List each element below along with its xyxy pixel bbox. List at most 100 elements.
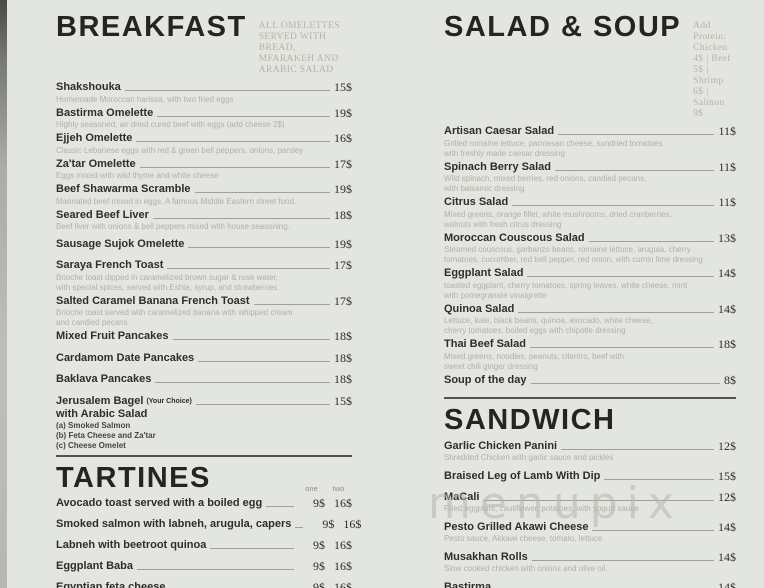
item-name: Thai Beef Salad xyxy=(444,338,526,350)
add-protein-note: Add Protein: Chicken 4$ | Beef 5$ | Shrim… xyxy=(693,21,736,120)
dotted-leader xyxy=(188,246,330,248)
item-description: Mixed greens, orange fillet, white mushr… xyxy=(444,209,672,219)
menu-item: Baklava Pancakes 18$ xyxy=(56,373,352,392)
item-name: Cardamom Date Pancakes xyxy=(56,351,195,364)
menu-item: MaCali 12$ Fried eggplant, cauliflower, po… xyxy=(444,490,736,514)
item-name: Citrus Salad xyxy=(444,196,509,208)
item-name: Labneh with beetroot quinoa xyxy=(56,538,207,551)
item-price: 15$ xyxy=(334,393,352,408)
sandwich-title: SANDWICH xyxy=(444,403,616,436)
dotted-leader xyxy=(558,134,715,135)
menu-item: Salted Caramel Banana French Toast 17$ Bri… xyxy=(56,293,352,328)
dotted-leader xyxy=(483,499,714,501)
price-header-two: two xyxy=(332,483,345,493)
menu-item-row: Bastirma Omelette 19$ xyxy=(56,106,352,120)
item-description: Eggs mixed with wild thyme and white che… xyxy=(56,171,219,180)
dotted-leader xyxy=(167,268,330,269)
item-price: 14$ xyxy=(718,579,736,588)
dotted-leader xyxy=(555,169,715,171)
dotted-leader xyxy=(195,403,330,405)
tartines-section: TARTINES one two Avocado toast served wi… xyxy=(56,461,361,588)
dotted-leader xyxy=(137,568,294,570)
menu-item-row: Egyptian feta cheese 9$ 16$ xyxy=(56,579,352,588)
item-price: 14$ xyxy=(718,266,736,280)
menu-item-row: Smoked salmon with labneh, arugula, cape… xyxy=(56,517,361,531)
menu-item: Soup of the day 8$ xyxy=(444,373,736,392)
dotted-leader xyxy=(512,205,715,206)
item-name: Pesto Grilled Akawi Cheese xyxy=(444,520,589,533)
item-option: (b) Feta Cheese and Za'tar xyxy=(56,430,156,440)
menu-item-row: Garlic Chicken Panini 12$ xyxy=(444,439,736,453)
note-line: Add Protein: xyxy=(693,21,727,42)
dotted-leader xyxy=(157,115,330,117)
dotted-leader xyxy=(152,217,330,219)
item-description: Classic Lebanese eggs with red & green b… xyxy=(56,145,304,155)
menu-item: Bastirma Omelette 19$ Highly seasoned, air… xyxy=(56,106,352,130)
item-subtitle: with Arabic Salad xyxy=(56,407,148,420)
note-line: Chicken 4$ | Beef 5$ | Shrimp 6$ | Salmo… xyxy=(693,43,731,119)
item-price: 18$ xyxy=(718,337,736,351)
item-price: 15$ xyxy=(334,80,352,94)
item-price: 19$ xyxy=(334,236,352,251)
section-divider xyxy=(444,396,736,399)
item-price: 13$ xyxy=(718,230,736,245)
item-name: Braised Leg of Lamb With Dip xyxy=(444,469,601,482)
menu-item: Egyptian feta cheese 9$ 16$ xyxy=(56,579,352,588)
item-description: Grilled romaine lettuce, parmesan cheese… xyxy=(444,138,663,148)
menu-item-row: Ejjeh Omelette 16$ xyxy=(56,132,352,145)
breakfast-title: BREAKFAST xyxy=(56,11,247,43)
item-price: 17$ xyxy=(334,156,352,171)
menu-item: Jerusalem Bagel (Your Choice) 15$ with Arab… xyxy=(56,393,352,450)
item-price: 16$ xyxy=(334,558,352,573)
menu-item-row: Sausage Sujok Omelette 19$ xyxy=(56,236,352,251)
tartines-title: TARTINES xyxy=(56,461,211,494)
menu-item: Sausage Sujok Omelette 19$ xyxy=(56,236,352,257)
item-name: Soup of the day xyxy=(444,373,527,386)
item-price: 18$ xyxy=(334,207,352,222)
item-name: Sausage Sujok Omelette xyxy=(56,237,185,250)
item-price: 16$ xyxy=(334,579,352,588)
menu-item-row: Bastirma 14$ xyxy=(444,579,736,588)
item-price: 17$ xyxy=(334,293,352,308)
dotted-leader xyxy=(172,339,330,340)
menu-item-row: Jerusalem Bagel (Your Choice) 15$ xyxy=(56,393,352,408)
item-price: 11$ xyxy=(718,195,736,209)
item-price: 11$ xyxy=(718,159,736,174)
menupix-watermark: menupix xyxy=(428,478,683,529)
item-description: sweet chili ginger dressing xyxy=(444,361,538,371)
item-price: 14$ xyxy=(718,549,736,564)
menu-item-row: Baklava Pancakes 18$ xyxy=(56,373,352,386)
dotted-leader xyxy=(155,382,330,383)
item-description: with special spices, served with Eshta, … xyxy=(56,282,278,292)
dotted-leader xyxy=(295,526,304,528)
menu-item-row: MaCali 12$ xyxy=(444,490,736,504)
item-option: (a) Smoked Salmon xyxy=(56,420,131,430)
sandwich-items: Garlic Chicken Panini 12$ Shredded Chicken… xyxy=(444,439,736,588)
item-description: Fried eggplant, cauliflower, potatoes, w… xyxy=(444,504,639,513)
item-name: Quinoa Salad xyxy=(444,302,515,315)
menu-item: Avocado toast served with a boiled egg 9$… xyxy=(56,496,352,510)
menu-item-row: Avocado toast served with a boiled egg 9$… xyxy=(56,496,352,510)
item-price: 19$ xyxy=(334,182,352,196)
item-description: toasted eggplant, cherry tomatoes, sprin… xyxy=(444,280,688,290)
note-line: ALL OMELETTES SERVED WITH BREAD, xyxy=(258,21,340,53)
right-column: SALAD & SOUP Add Protein: Chicken 4$ | Be… xyxy=(444,12,736,588)
menu-item: Citrus Salad 11$ Mixed greens, orange fill… xyxy=(444,196,736,229)
item-name: Egyptian feta cheese xyxy=(56,580,166,588)
item-price: 18$ xyxy=(334,350,352,365)
breakfast-note: ALL OMELETTES SERVED WITH BREAD, MFARAKEH… xyxy=(259,21,352,76)
menu-item-row: Shakshouka 15$ xyxy=(56,81,352,94)
item-description: Homemade Moroccan harissa, with two frie… xyxy=(56,94,234,104)
menu-item: Beef Shawarma Scramble 19$ Marinated beef … xyxy=(56,183,352,206)
item-name: Moroccan Couscous Salad xyxy=(444,231,585,244)
menu-item-row: Eggplant Baba 9$ 16$ xyxy=(56,558,352,573)
item-name: Smoked salmon with labneh, arugula, cape… xyxy=(56,517,292,530)
menu-item-row: Musakhan Rolls 14$ xyxy=(444,549,736,564)
dotted-leader xyxy=(198,360,330,362)
sandwich-section: SANDWICH Garlic Chicken Panini 12$ Shredde… xyxy=(444,405,736,588)
item-description: with freshly made caesar dressing xyxy=(444,148,565,158)
salad-soup-items: Artisan Caesar Salad 11$ Grilled romaine l… xyxy=(444,125,736,392)
dotted-leader xyxy=(139,166,330,168)
menu-item-row: Spinach Berry Salad 11$ xyxy=(444,159,736,174)
item-description: Shredded Chicken with garlic sauce and p… xyxy=(444,453,614,462)
